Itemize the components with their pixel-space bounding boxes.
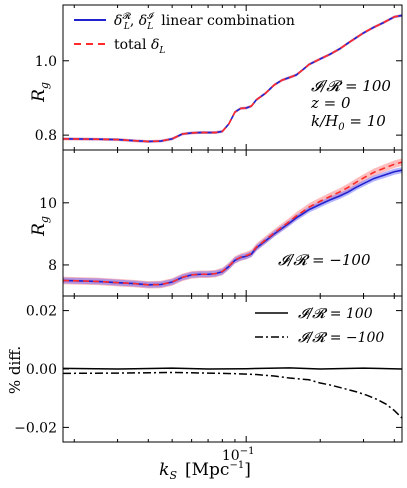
annotation-ratio-positive: 𝓘/𝓡 = 100 [311,77,391,95]
series-line-total-middle [62,161,403,286]
y-tick-label-middle: 8 [48,258,57,274]
ylabel-middle: Rg [29,216,51,237]
y-tick-label-middle: 10 [39,196,57,212]
xlabel: kS [Mpc−1] [159,460,251,482]
y-tick-label-bottom: 0.00 [26,362,57,378]
series-line-ratio-100 [62,367,403,370]
y-tick-label-top: 0.8 [35,128,57,144]
ylabel-top: Rg [29,82,51,103]
annotation-ratio-negative: 𝓘/𝓡 = −100 [278,251,371,269]
annotation-top: 𝓘/𝓡 = 100 z = 0 k/H0 = 10 [310,77,391,133]
series-line-total-top [62,14,403,143]
annotation-k-over-h0: k/H0 = 10 [311,112,386,133]
series-line-ratio-minus-100 [62,371,403,419]
series-band-total-middle [63,158,402,289]
panel-frame-middle [62,149,403,297]
legend-label-ratio-100: 𝓘/𝓡 = 100 [298,306,373,322]
legend-bottom: 𝓘/𝓡 = 100 𝓘/𝓡 = −100 [255,306,384,346]
legend-label-ratio-minus-100: 𝓘/𝓡 = −100 [298,330,384,346]
y-tick-label-top: 1.0 [35,54,57,70]
annotation-redshift: z = 0 [310,94,351,112]
ylabel-bottom: % diff. [6,346,24,394]
legend-label-total: total δL [114,37,165,56]
series-line-linear-middle [62,169,403,286]
panel-frame-bottom [62,295,403,443]
y-tick-label-bottom: −0.02 [14,420,57,436]
y-tick-label-bottom: 0.02 [26,304,57,320]
